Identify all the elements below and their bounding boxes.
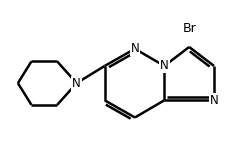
Text: N: N bbox=[160, 59, 169, 72]
Text: N: N bbox=[210, 94, 218, 107]
Text: N: N bbox=[72, 77, 81, 90]
Text: Br: Br bbox=[182, 22, 196, 35]
Text: N: N bbox=[130, 42, 139, 55]
